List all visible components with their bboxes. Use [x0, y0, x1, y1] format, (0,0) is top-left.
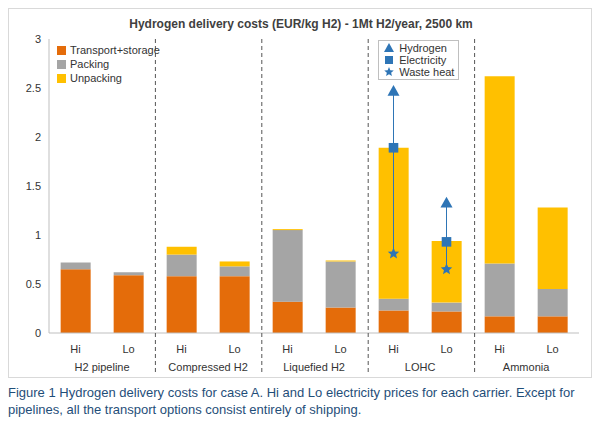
html-text:Unpacking: Unpacking	[70, 72, 122, 84]
svg-text:Hi: Hi	[176, 343, 186, 355]
svg-text:Lo: Lo	[228, 343, 240, 355]
svg-text:0: 0	[35, 327, 41, 339]
svg-text:Hi: Hi	[70, 343, 80, 355]
svg-text:2.5: 2.5	[26, 82, 41, 94]
svg-text:Hi: Hi	[494, 343, 504, 355]
svg-text:Ammonia: Ammonia	[503, 361, 550, 373]
svg-text:Compressed H2: Compressed H2	[168, 361, 247, 373]
svg-text:0.5: 0.5	[26, 278, 41, 290]
svg-text:Lo: Lo	[440, 343, 452, 355]
svg-text:LOHC: LOHC	[405, 361, 436, 373]
html-text:Transport+storage: Transport+storage	[70, 44, 160, 56]
svg-text:Hi: Hi	[388, 343, 398, 355]
html-text:Waste heat: Waste heat	[399, 66, 455, 78]
svg-text:H2 pipeline: H2 pipeline	[75, 361, 130, 373]
html-text:Hydrogen: Hydrogen	[399, 42, 447, 54]
svg-text:Lo: Lo	[546, 343, 558, 355]
svg-text:2: 2	[35, 131, 41, 143]
svg-text:1.5: 1.5	[26, 180, 41, 192]
svg-text:Lo: Lo	[334, 343, 346, 355]
svg-text:Hi: Hi	[282, 343, 292, 355]
html-text:Electricity: Electricity	[399, 54, 447, 66]
html-text:Packing: Packing	[70, 58, 110, 70]
svg-text:Liquefied H2: Liquefied H2	[283, 361, 345, 373]
svg-text:Lo: Lo	[122, 343, 134, 355]
svg-text:3: 3	[35, 33, 41, 45]
html-text:Hydrogen delivery costs (EUR/k: Hydrogen delivery costs (EUR/kg H2) - 1M…	[129, 17, 473, 31]
svg-text:1: 1	[35, 229, 41, 241]
html-text:Figure 1 Hydrogen delivery cos: Figure 1 Hydrogen delivery costs for cas…	[8, 385, 575, 417]
